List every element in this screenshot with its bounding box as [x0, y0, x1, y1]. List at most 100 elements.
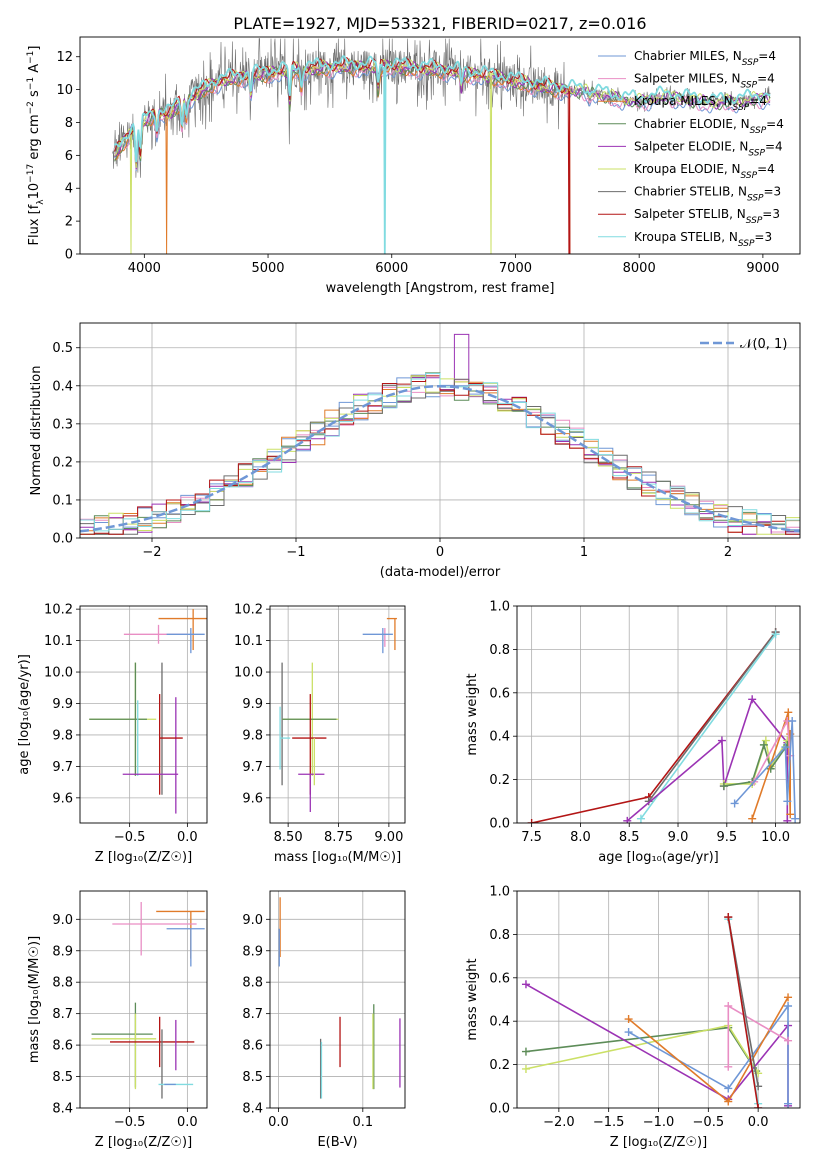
x-tick-label: −2.0 — [543, 1115, 575, 1130]
y-tick-label: 8.6 — [242, 1039, 263, 1054]
y-tick-label: 0.2 — [489, 1058, 510, 1073]
plot-area — [80, 606, 207, 823]
legend-label-1: Salpeter MILES, NSSP=4 — [634, 72, 775, 91]
figure-title: PLATE=1927, MJD=53321, FIBERID=0217, z=0… — [233, 14, 646, 33]
legend-label-3: Chabrier ELODIE, NSSP=4 — [634, 117, 784, 136]
spectrum-model-salpeter-stelib — [114, 57, 571, 254]
plot-area — [270, 606, 405, 823]
weight-kroupa-elodie-marker — [761, 736, 770, 745]
weight-salpeter-miles-marker — [724, 1062, 733, 1071]
y-tick-label: 9.7 — [52, 760, 73, 775]
legend-label-4: Salpeter ELODIE, NSSP=4 — [634, 139, 783, 158]
x-tick-label: 0.0 — [268, 1115, 289, 1130]
chart-age-vs-mass: 8.50 8.75 9.00 9.6 9.7 9.8 9.9 10.0 10.1 10.2 mass… — [234, 603, 406, 865]
chart-spectrum: 4000 5000 6000 7000 8000 9000 0 2 4 6 8 10 12 wavelen… — [26, 36, 801, 296]
legend-spectrum: Chabrier MILES, NSSP=4 Salpeter MILES, NS… — [598, 49, 784, 249]
axes-frame — [79, 322, 801, 539]
x-tick-label: 6000 — [375, 261, 408, 276]
weight-chabrier-miles-marker — [788, 717, 797, 726]
weight-kroupa-stelib-marker — [636, 814, 645, 823]
x-tick-label: 2 — [724, 545, 732, 560]
axes-frame — [269, 890, 406, 1109]
plot-area — [517, 606, 800, 823]
y-tick-label: 9.8 — [52, 728, 73, 743]
chart-mass-vs-ebv: 0.0 0.1 8.4 8.5 8.6 8.7 8.8 8.9 9.0 E(B-V) — [242, 890, 406, 1150]
weight-salpeter-elodie-marker — [748, 695, 757, 704]
y-tick-label: 8 — [65, 116, 73, 131]
y-tick-label: 9.0 — [242, 913, 263, 928]
y-tick-label: 2 — [65, 215, 73, 230]
x-tick-label: 0.0 — [177, 830, 198, 845]
weight-chabrier-miles-line — [734, 720, 796, 819]
weight-chabrier-miles-marker — [784, 1099, 793, 1108]
y-tick-label: 9.8 — [242, 728, 263, 743]
chart-mass-vs-Z: −0.5 0.0 8.4 8.5 8.6 8.7 8.8 8.9 9.0 Z [log₁₀(Z/Z… — [27, 890, 208, 1150]
y-tick-label: 9.6 — [52, 791, 73, 806]
weight-kroupa-miles-marker — [784, 993, 793, 1002]
y-tick-label: 0.0 — [52, 532, 73, 547]
y-tick-label: 6 — [65, 149, 73, 164]
weight-kroupa-miles-marker — [784, 708, 793, 717]
y-tick-label: 10.0 — [44, 666, 73, 681]
y-tick-label: 8.4 — [242, 1102, 263, 1117]
x-tick-label: 0 — [436, 545, 444, 560]
x-tick-label: 9.00 — [374, 830, 403, 845]
legend-label-6: Chabrier STELIB, NSSP=3 — [634, 185, 781, 204]
y-tick-label: 8.9 — [242, 944, 263, 959]
y-axis-label: mass [log₁₀(M/M☉)] — [27, 936, 42, 1063]
y-tick-label: 0.6 — [489, 971, 510, 986]
y-tick-label: 12 — [56, 50, 73, 65]
weight-chabrier-miles-marker — [791, 814, 800, 823]
y-tick-label: 0.6 — [489, 686, 510, 701]
y-tick-label: 8.5 — [52, 1070, 73, 1085]
weight-kroupa-miles-marker — [786, 810, 795, 819]
weight-kroupa-elodie-marker — [521, 1064, 530, 1073]
weight-salpeter-elodie-marker — [717, 736, 726, 745]
y-tick-label: 8.6 — [52, 1039, 73, 1054]
axes-frame — [79, 890, 208, 1109]
legend-label-5: Kroupa ELODIE, NSSP=4 — [634, 162, 775, 181]
y-tick-label: 1.0 — [489, 600, 510, 615]
y-tick-label: 0.8 — [489, 928, 510, 943]
weight-salpeter-miles-marker — [724, 1002, 733, 1011]
y-tick-label: 10.2 — [234, 603, 263, 618]
y-tick-label: 0.3 — [52, 417, 73, 432]
weight-chabrier-stelib-line — [648, 631, 777, 802]
y-axis-label: mass weight — [465, 958, 480, 1040]
y-axis-label: Flux [fλ10−17 erg cm−2 s−1 A−1] — [26, 46, 46, 246]
spectrum-model-kroupa-miles — [114, 62, 571, 254]
weight-salpeter-stelib-marker — [754, 1104, 763, 1108]
y-tick-label: 1.0 — [489, 885, 510, 900]
y-tick-label: 10.2 — [44, 603, 73, 618]
x-axis-label: age [log₁₀(age/yr)] — [598, 850, 719, 865]
weight-chabrier-miles-marker — [784, 1002, 793, 1011]
x-tick-label: −0.5 — [114, 1115, 146, 1130]
weight-salpeter-elodie-marker — [521, 980, 530, 989]
spectrum-model-salpeter-elodie — [114, 59, 771, 170]
x-tick-label: 7000 — [499, 261, 532, 276]
x-axis-label: mass [log₁₀(M/M☉)] — [274, 850, 401, 865]
weight-chabrier-elodie-marker — [521, 1047, 530, 1056]
legend-hist: 𝒩(0, 1) — [700, 337, 787, 352]
weight-salpeter-stelib-marker — [724, 913, 733, 922]
plot-area — [80, 323, 800, 538]
legend-label-0: Chabrier MILES, NSSP=4 — [634, 49, 776, 68]
x-tick-label: −0.5 — [693, 1115, 725, 1130]
y-tick-label: 0 — [65, 248, 73, 263]
y-tick-label: 9.7 — [242, 760, 263, 775]
x-tick-label: −1.0 — [643, 1115, 675, 1130]
x-tick-label: 0.0 — [177, 1115, 198, 1130]
weight-kroupa-miles-marker — [748, 814, 757, 823]
weight-salpeter-elodie-line — [626, 697, 789, 822]
weight-chabrier-miles-marker — [781, 743, 790, 752]
x-tick-label: 8.50 — [274, 830, 303, 845]
y-tick-label: 9.9 — [52, 697, 73, 712]
y-tick-label: 0.4 — [489, 730, 510, 745]
x-tick-label: 9.0 — [668, 830, 689, 845]
x-tick-label: 8.0 — [570, 830, 591, 845]
y-axis-label: Normed distribution — [29, 366, 44, 496]
y-tick-label: 9.9 — [242, 697, 263, 712]
axes-frame — [516, 605, 801, 824]
chart-age-vs-Z: −0.5 0.0 9.6 9.7 9.8 9.9 10.0 10.1 10.2 Z [log₁₀(… — [17, 603, 208, 865]
x-tick-label: −0.5 — [114, 830, 146, 845]
